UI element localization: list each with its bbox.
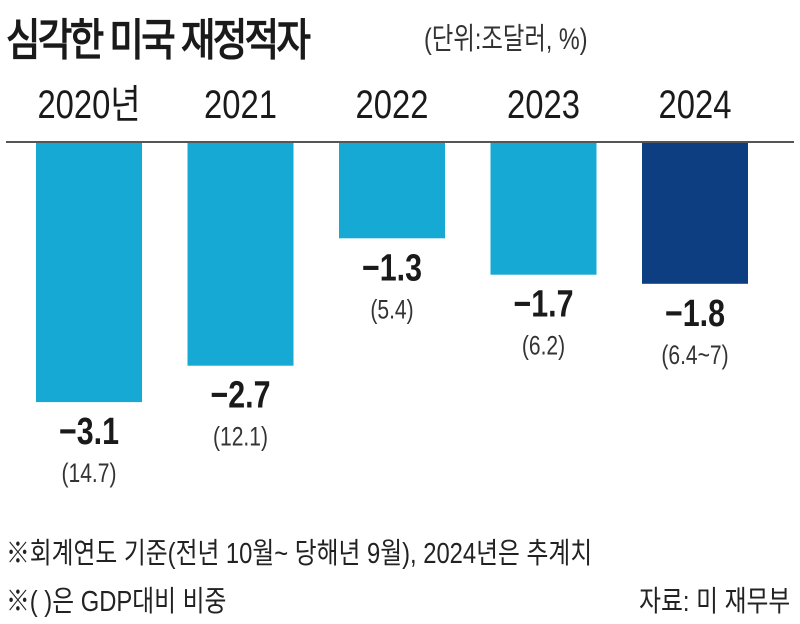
bar-2021 [187,142,294,366]
value-label: −1.8 [665,293,725,335]
bar-2020 [36,142,142,403]
bar-2023 [490,142,597,275]
x-tick-label: 2023 [507,82,580,127]
unit-label: (단위:조달러, %) [424,23,588,56]
footnote-gdp-ratio: ※( )은 GDP대비 비중 [6,586,227,618]
gdp-ratio-label: (6.2) [522,331,565,361]
x-tick-label: 2022 [356,82,429,127]
gdp-ratio-label: (12.1) [213,422,268,452]
value-label: −3.1 [59,411,119,453]
bar-2024 [642,142,748,284]
gdp-ratio-label: (6.4~7) [661,340,728,370]
bar-2022 [339,142,445,239]
value-label: −1.3 [362,247,422,289]
value-label: −1.7 [513,284,573,326]
gdp-ratio-label: (14.7) [61,459,116,489]
value-label: −2.7 [210,375,270,417]
gdp-ratio-label: (5.4) [370,295,413,325]
x-tick-label: 2024 [659,82,732,127]
source-label: 자료: 미 재무부 [638,586,790,618]
x-tick-label: 2020년 [37,82,140,127]
x-tick-label: 2021 [204,82,277,127]
footnote-fiscal-year: ※회계연도 기준(전년 10월~ 당해년 9월), 2024년은 추계치 [6,538,593,570]
chart-title: 심각한 미국 재정적자 [6,16,311,65]
